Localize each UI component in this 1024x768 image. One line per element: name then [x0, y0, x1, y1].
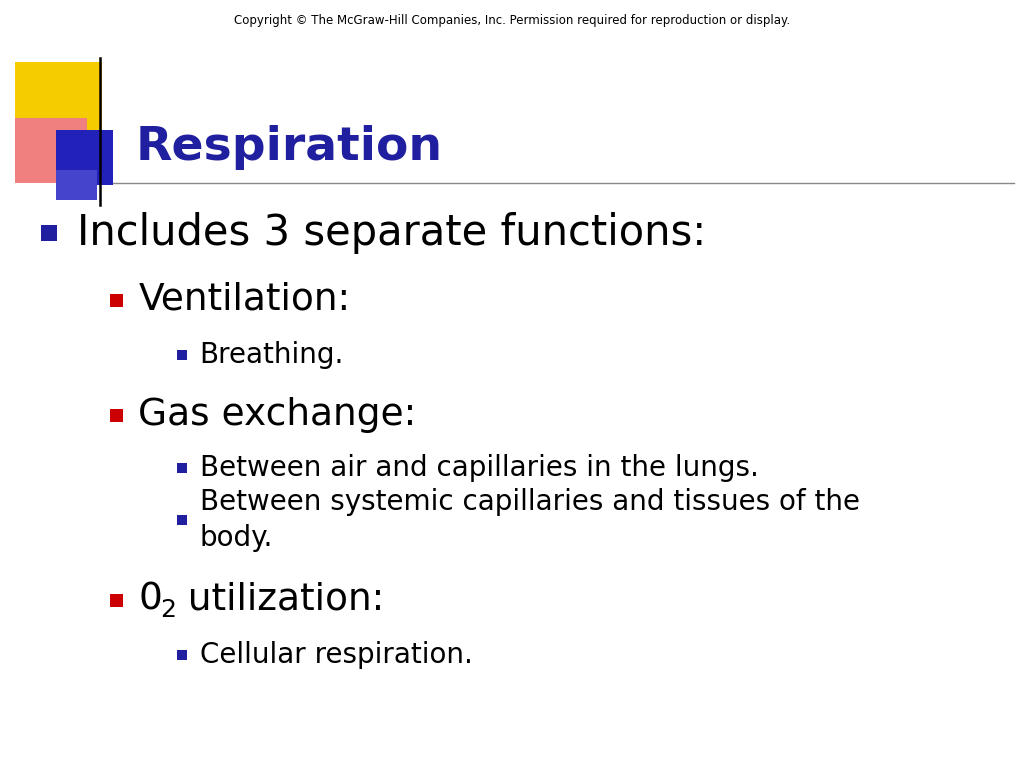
Bar [15, 118, 87, 183]
Bar [110, 293, 123, 306]
Bar [177, 515, 186, 525]
Text: 2: 2 [160, 598, 176, 622]
Text: Cellular respiration.: Cellular respiration. [200, 641, 472, 669]
Bar [15, 62, 102, 142]
Text: Between air and capillaries in the lungs.: Between air and capillaries in the lungs… [200, 454, 759, 482]
Text: Respiration: Respiration [135, 125, 442, 170]
Bar [41, 225, 56, 241]
Bar [56, 170, 97, 200]
Text: Ventilation:: Ventilation: [138, 282, 350, 318]
Text: Copyright © The McGraw-Hill Companies, Inc. Permission required for reproduction: Copyright © The McGraw-Hill Companies, I… [233, 14, 791, 27]
Bar [177, 463, 186, 473]
Text: 0: 0 [138, 582, 162, 618]
Text: Gas exchange:: Gas exchange: [138, 397, 417, 433]
Text: Includes 3 separate functions:: Includes 3 separate functions: [77, 212, 707, 254]
Bar [56, 130, 113, 185]
Bar [177, 650, 186, 660]
Text: Breathing.: Breathing. [200, 341, 344, 369]
Text: utilization:: utilization: [176, 582, 384, 618]
Text: Between systemic capillaries and tissues of the
body.: Between systemic capillaries and tissues… [200, 488, 860, 552]
Bar [177, 350, 186, 360]
Bar [110, 409, 123, 422]
Bar [110, 594, 123, 607]
